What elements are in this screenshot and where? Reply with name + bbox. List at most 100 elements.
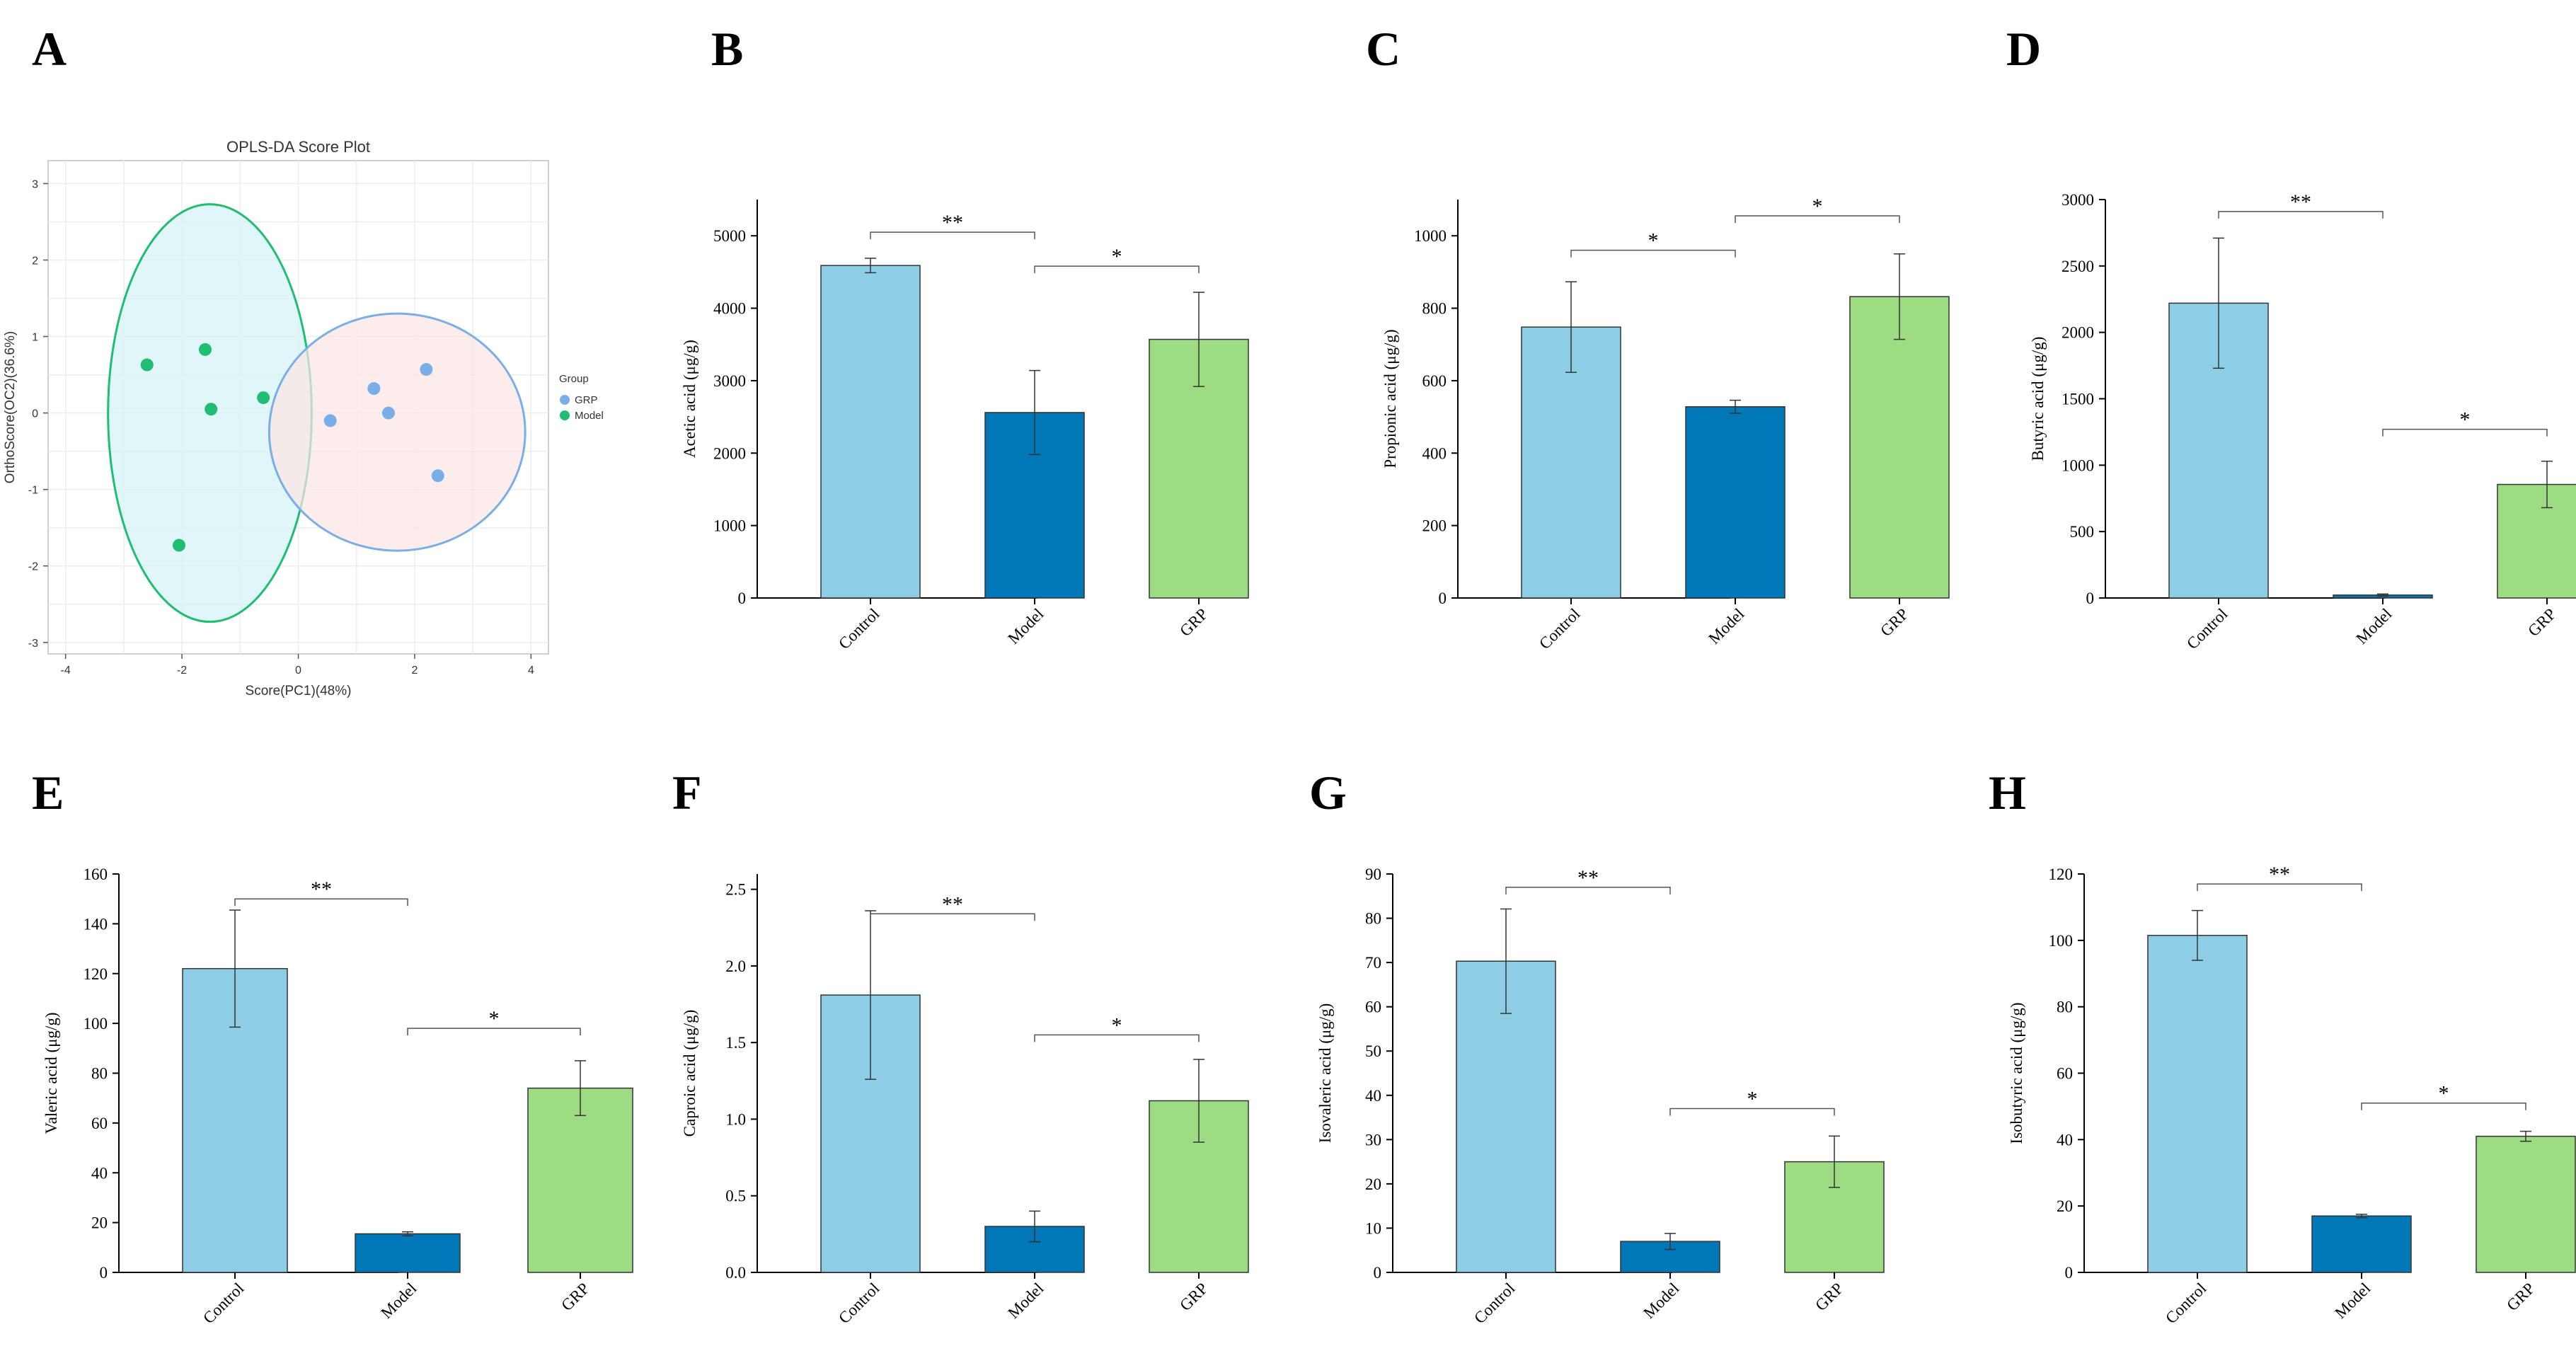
- y-tick-label: 100: [2049, 932, 2074, 950]
- panel-letter-g: G: [1309, 766, 1347, 819]
- y-tick-label: 100: [84, 1015, 108, 1032]
- y-tick-label: 120: [2049, 865, 2074, 883]
- y-tick-label: 3: [32, 178, 38, 190]
- y-tick-label: 1000: [2062, 456, 2094, 474]
- significance-label: **: [311, 878, 332, 901]
- data-point-model: [205, 403, 218, 416]
- significance-label: *: [1812, 195, 1823, 218]
- data-point-grp: [381, 406, 395, 420]
- y-tick-label: 400: [1422, 444, 1447, 462]
- significance-bracket: [407, 1028, 581, 1036]
- y-tick-label: 80: [91, 1065, 108, 1083]
- y-axis-label: Propionic acid (μg/g): [1381, 329, 1399, 468]
- significance-bracket: [1034, 1034, 1200, 1042]
- y-tick-label: 0: [2065, 1264, 2074, 1282]
- y-tick-label: 2000: [2062, 324, 2094, 342]
- x-tick-label: 4: [528, 665, 534, 677]
- significance-label: **: [2290, 190, 2311, 214]
- significance-bracket: [1735, 215, 1900, 224]
- y-tick-label: 40: [1365, 1087, 1381, 1105]
- y-tick-label: 3000: [713, 372, 746, 390]
- y-tick-label: 1.5: [725, 1034, 746, 1052]
- data-point-model: [172, 539, 185, 552]
- y-axis-label: Acetic acid (μg/g): [681, 340, 698, 458]
- y-tick-label: 50: [1365, 1042, 1381, 1060]
- bar-model: [2311, 1215, 2412, 1273]
- y-axis-label: Valeric acid (μg/g): [42, 1013, 60, 1134]
- y-tick-label: 1.0: [725, 1110, 746, 1128]
- y-tick-label: 1000: [713, 517, 746, 535]
- panel-a: A -4 -2 0 2 4 -3 -2 -1 0 1 2 3 OPLS-DA Score Plot Scor…: [3, 22, 604, 698]
- significance-bracket: [1570, 249, 1736, 258]
- data-point-grp: [323, 414, 337, 427]
- y-tick-label: 20: [91, 1214, 108, 1232]
- significance-bracket: [870, 231, 1035, 240]
- significance-bracket: [2361, 1102, 2526, 1110]
- y-tick-label: 0.5: [725, 1187, 746, 1205]
- x-tick-label: -2: [177, 665, 187, 677]
- legend-marker-grp: [560, 395, 570, 405]
- y-tick-label: 0: [1374, 1264, 1382, 1282]
- y-tick-label: 0: [2086, 589, 2095, 607]
- y-tick-label: 1500: [2062, 391, 2094, 408]
- significance-label: **: [2269, 863, 2290, 886]
- significance-label: *: [1112, 1013, 1122, 1037]
- bar-model: [1685, 406, 1786, 599]
- significance-label: *: [2439, 1082, 2449, 1105]
- significance-label: **: [942, 211, 963, 234]
- chart-title: OPLS-DA Score Plot: [226, 138, 370, 156]
- y-axis-label: Isovaleric acid (μg/g): [1316, 1003, 1334, 1144]
- x-axis-label: Score(PC1)(48%): [246, 684, 352, 698]
- significance-label: *: [1747, 1088, 1758, 1111]
- y-tick-label: 200: [1422, 517, 1447, 535]
- data-point-grp: [420, 363, 433, 376]
- significance-bracket: [2382, 428, 2548, 437]
- y-tick-label: 10: [1365, 1219, 1381, 1237]
- y-tick-label: 2.0: [725, 957, 746, 975]
- panel-letter-h: H: [1989, 766, 2026, 819]
- y-tick-label: 60: [91, 1115, 108, 1132]
- y-tick-label: 60: [2057, 1065, 2073, 1083]
- y-axis-label: Isobutyric acid (μg/g): [2008, 1002, 2025, 1144]
- y-tick-label: 70: [1365, 954, 1381, 972]
- significance-label: **: [942, 892, 963, 916]
- y-tick-label: 3000: [2062, 191, 2094, 209]
- significance-bracket: [2197, 883, 2362, 892]
- significance-bracket: [1034, 265, 1200, 274]
- panel-letter-b: B: [711, 22, 743, 76]
- y-tick-label: -3: [28, 638, 38, 650]
- y-tick-label: 60: [1365, 999, 1381, 1016]
- data-point-model: [140, 358, 154, 372]
- y-tick-label: 2: [32, 255, 38, 267]
- y-tick-label: 40: [91, 1164, 108, 1182]
- y-axis-label: Butyric acid (μg/g): [2029, 337, 2047, 461]
- y-tick-label: -1: [28, 485, 38, 497]
- panel-letter-c: C: [1366, 22, 1401, 76]
- y-tick-label: 500: [2070, 523, 2095, 541]
- y-tick-label: 160: [84, 865, 108, 883]
- y-tick-label: 0: [1439, 589, 1447, 607]
- x-tick-label: 0: [295, 665, 301, 677]
- significance-bracket: [1669, 1108, 1835, 1116]
- significance-bracket: [234, 898, 408, 907]
- y-tick-label: 2000: [713, 444, 746, 462]
- bar-control: [2147, 935, 2248, 1273]
- x-tick-label: 2: [411, 665, 418, 677]
- significance-label: *: [1112, 245, 1122, 268]
- bar-grp: [2476, 1135, 2576, 1273]
- panel-b: B 0 1000 2000 3000 4000 5000 Acetic acid (μg/g)…: [681, 22, 1249, 652]
- bar-control: [820, 265, 921, 599]
- data-point-grp: [431, 469, 444, 483]
- y-tick-label: 4000: [713, 300, 746, 318]
- y-tick-label: 30: [1365, 1131, 1381, 1149]
- y-tick-label: 0.0: [725, 1264, 746, 1282]
- legend-title: Group: [559, 373, 589, 385]
- y-tick-label: 80: [1365, 910, 1381, 928]
- data-point-model: [257, 391, 270, 404]
- y-tick-label: 90: [1365, 865, 1381, 883]
- y-tick-label: 0: [738, 589, 747, 607]
- bar-grp: [527, 1087, 633, 1273]
- bar-model: [355, 1233, 461, 1273]
